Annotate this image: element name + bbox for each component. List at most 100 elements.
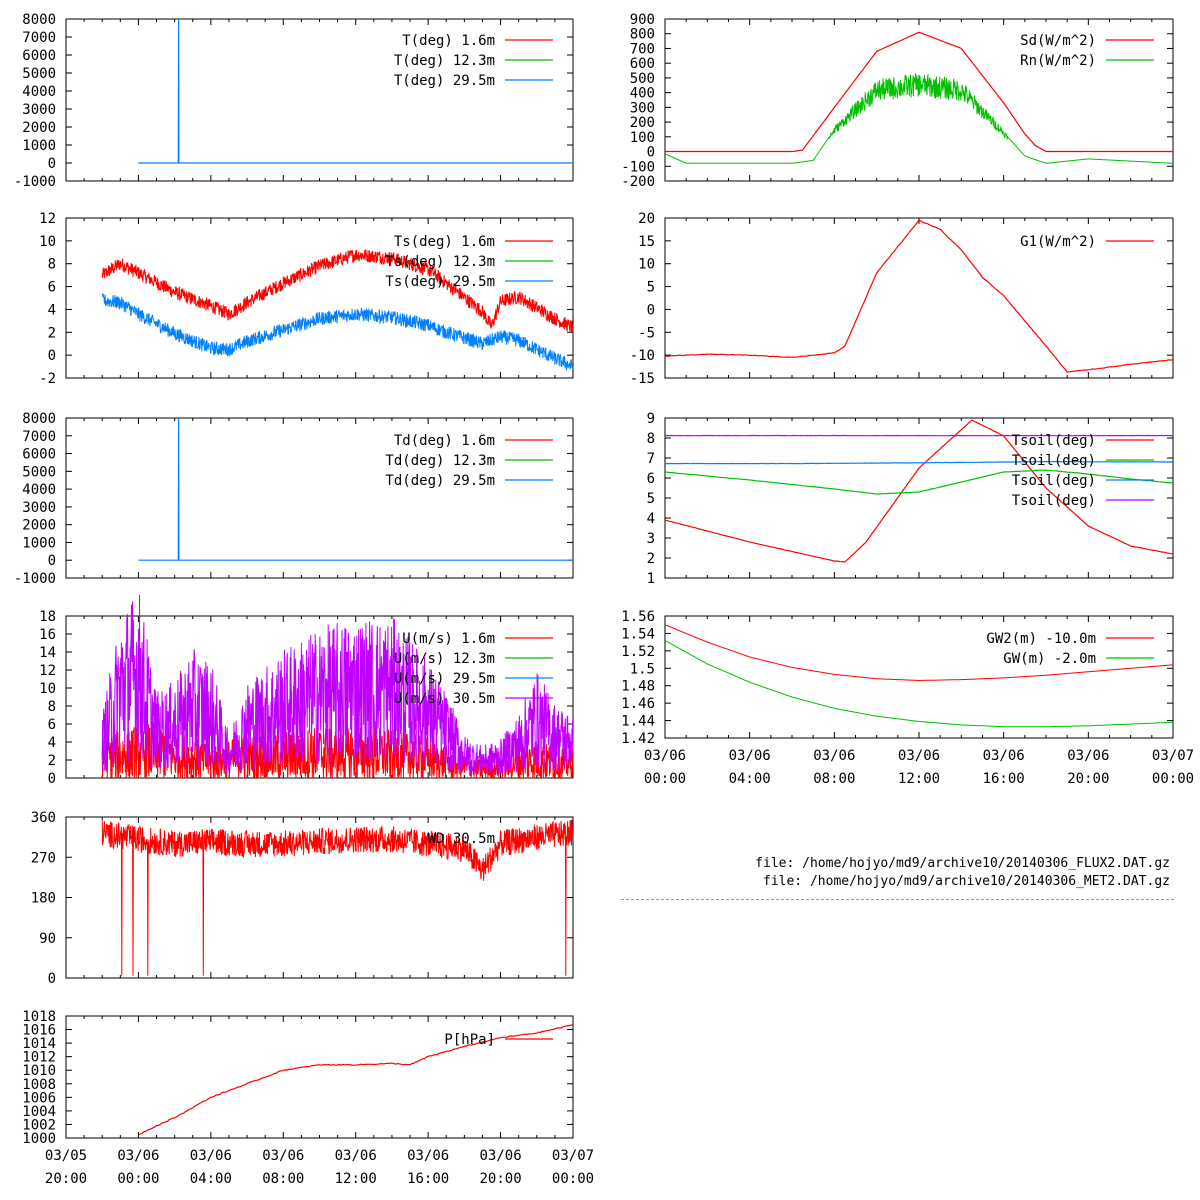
x-tick-label-time: 00:00: [117, 1171, 159, 1187]
plot-frame: [664, 217, 1174, 379]
y-tick-label: 360: [31, 810, 56, 826]
y-tick-label: 15: [638, 234, 655, 250]
y-tick-label: 2000: [22, 120, 56, 136]
y-tick-label: 1000: [22, 138, 56, 154]
legend-label: U(m/s) 12.3m: [394, 651, 495, 667]
y-tick-label: 0: [48, 553, 56, 569]
y-tick-label: -2: [39, 371, 56, 387]
series-line-u-3: [101, 594, 574, 775]
y-tick-label: 2: [647, 551, 655, 567]
series-line-wd-0: [101, 819, 574, 976]
y-tick-label: 0: [48, 771, 56, 787]
y-tick-label: 4: [48, 735, 56, 751]
y-tick-label: 2000: [22, 518, 56, 534]
plot-frame: [65, 217, 574, 379]
legend-label: Ts(deg) 1.6m: [394, 234, 495, 250]
y-tick-label: -5: [638, 325, 655, 341]
y-tick-label: 7000: [22, 429, 56, 445]
legend-label: Tsoil(deg): [1012, 493, 1096, 509]
y-tick-label: 8000: [22, 411, 56, 427]
y-tick-label: 8000: [22, 12, 56, 28]
series-line-td-2: [138, 417, 573, 561]
y-tick-label: 6: [48, 280, 56, 296]
x-tick-label-date: 03/06: [190, 1148, 232, 1164]
x-tick-label-time: 00:00: [644, 771, 686, 787]
y-tick-label: 200: [630, 115, 655, 131]
x-tick-label-date: 03/06: [479, 1148, 521, 1164]
y-tick-label: 8: [48, 699, 56, 715]
y-tick-label: 12: [39, 663, 56, 679]
y-tick-label: 8: [48, 257, 56, 273]
y-tick-label: 500: [630, 71, 655, 87]
y-tick-label: 800: [630, 27, 655, 43]
plot-frame: [65, 1015, 574, 1139]
y-tick-label: 1.48: [621, 679, 655, 695]
y-tick-label: 3: [647, 531, 655, 547]
y-tick-label: 6000: [22, 48, 56, 64]
x-tick-label-date: 03/07: [1152, 748, 1194, 764]
y-tick-label: 4000: [22, 482, 56, 498]
legend-label: GW(m) -2.0m: [1003, 651, 1096, 667]
x-tick-label-time: 08:00: [262, 1171, 304, 1187]
series-line-t-2: [138, 18, 573, 164]
y-tick-label: 600: [630, 56, 655, 72]
y-tick-label: 4: [647, 511, 655, 527]
x-tick-label-date: 03/06: [407, 1148, 449, 1164]
x-tick-label-time: 20:00: [45, 1171, 87, 1187]
source-file-flux: file: /home/hojyo/md9/archive10/20140306…: [755, 856, 1170, 871]
y-tick-label: 5000: [22, 66, 56, 82]
legend-label: Ts(deg) 12.3m: [385, 254, 495, 270]
x-tick-label-date: 03/06: [983, 748, 1025, 764]
x-tick-label-date: 03/06: [1067, 748, 1109, 764]
x-tick-label-date: 03/06: [335, 1148, 377, 1164]
y-tick-label: 1016: [22, 1023, 56, 1039]
y-tick-label: 90: [39, 931, 56, 947]
plot-frame: [664, 18, 1174, 182]
y-tick-label: 0: [48, 348, 56, 364]
legend-label: Td(deg) 29.5m: [385, 473, 495, 489]
divider-line: [621, 899, 1174, 900]
y-tick-label: 6000: [22, 447, 56, 463]
y-tick-label: 1.54: [621, 626, 655, 642]
y-tick-label: 700: [630, 41, 655, 57]
legend-label: Tsoil(deg): [1012, 433, 1096, 449]
chart-tsoil: 1 2 3 4 5 6 7 8 9 Tsoil(deg) Tsoil(deg) Tsoil(deg) T…: [647, 411, 1174, 587]
y-tick-label: 1008: [22, 1077, 56, 1093]
y-tick-label: -1000: [14, 571, 56, 587]
legend-label: Td(deg) 1.6m: [394, 433, 495, 449]
series-line-tsoil-1: [664, 469, 1174, 495]
y-tick-label: -1000: [14, 174, 56, 190]
y-tick-label: 1.42: [621, 731, 655, 747]
y-tick-label: 1.52: [621, 644, 655, 660]
y-tick-label: 900: [630, 12, 655, 28]
y-tick-label: 0: [48, 971, 56, 987]
y-tick-label: 7: [647, 451, 655, 467]
y-tick-label: 1018: [22, 1009, 56, 1025]
y-tick-label: 270: [31, 850, 56, 866]
y-tick-label: -15: [630, 371, 655, 387]
legend-label: U(m/s) 29.5m: [394, 671, 495, 687]
plot-frame: [65, 417, 574, 579]
legend-label: G1(W/m^2): [1020, 234, 1096, 250]
x-tick-label-time: 00:00: [1152, 771, 1194, 787]
series-line-tsoil-2: [664, 460, 1174, 465]
legend-label: T(deg) 1.6m: [402, 33, 495, 49]
y-tick-label: 1014: [22, 1036, 56, 1052]
x-tick-label-time: 20:00: [1067, 771, 1109, 787]
x-tick-label-date: 03/06: [898, 748, 940, 764]
chart-td: -1000010002000300040005000600070008000Td…: [14, 411, 574, 587]
x-tick-label-time: 12:00: [898, 771, 940, 787]
y-tick-label: 1.5: [630, 661, 655, 677]
y-tick-label: 6: [48, 717, 56, 733]
source-file-met: file: /home/hojyo/md9/archive10/20140306…: [763, 874, 1170, 889]
legend-label: P[hPa]: [444, 1032, 495, 1048]
y-tick-label: 1002: [22, 1117, 56, 1133]
plot-frame: [664, 615, 1174, 739]
y-tick-label: 3000: [22, 102, 56, 118]
chart-wd: 0 90 180 270 360 WD 30.5m: [31, 810, 574, 987]
x-tick-label-date: 03/06: [117, 1148, 159, 1164]
y-tick-label: 1.44: [621, 714, 655, 730]
x-tick-label-date: 03/06: [813, 748, 855, 764]
